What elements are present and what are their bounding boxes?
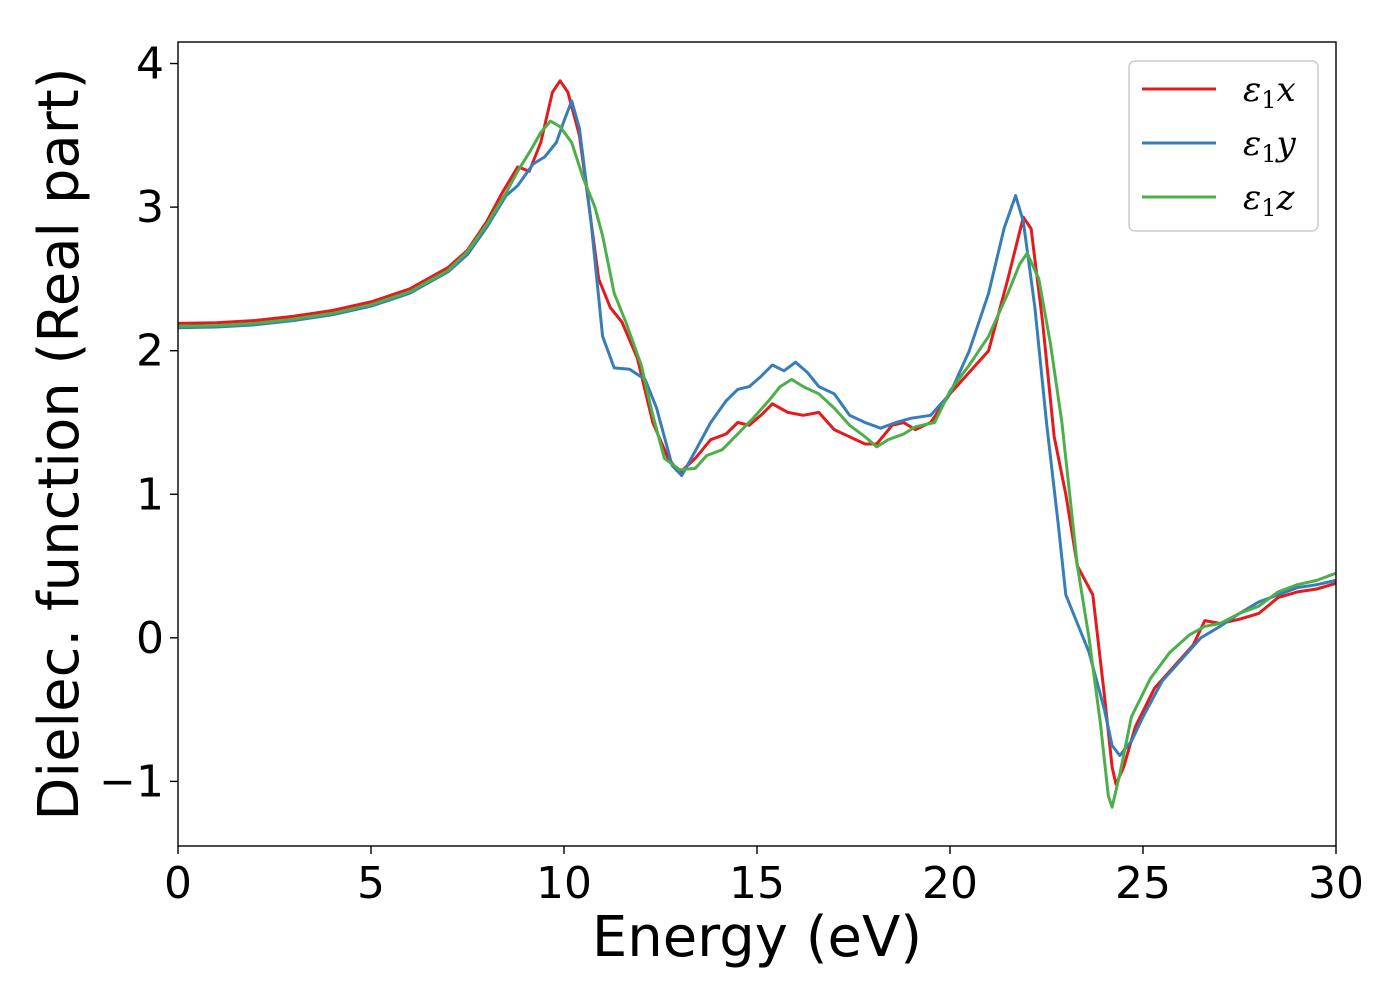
x-tick-label: 20 xyxy=(922,858,978,909)
y-tick-label: 1 xyxy=(136,469,164,520)
x-tick-label: 30 xyxy=(1308,858,1364,909)
x-axis-ticks: 0 5 10 15 20 25 30 xyxy=(164,846,1364,909)
x-tick-label: 15 xyxy=(729,858,785,909)
y-axis-ticks: −1 0 1 2 3 4 xyxy=(99,39,178,807)
y-tick-label: 3 xyxy=(136,182,164,233)
x-tick-label: 0 xyxy=(164,858,192,909)
x-tick-label: 5 xyxy=(357,858,385,909)
legend: ε1x ε1y ε1z xyxy=(1128,60,1319,232)
legend-label: ε1x xyxy=(1243,70,1296,114)
plot-lines xyxy=(177,79,1337,809)
legend-box xyxy=(1128,60,1319,232)
x-tick-label: 25 xyxy=(1115,858,1171,909)
x-tick-label: 10 xyxy=(536,858,592,909)
y-axis-title: Dielec. function (Real part) xyxy=(27,67,92,820)
legend-label: ε1y xyxy=(1243,124,1297,168)
series-line-z xyxy=(177,119,1337,809)
y-tick-label: 4 xyxy=(136,39,164,90)
series-line-x xyxy=(177,79,1337,786)
x-axis-title: Energy (eV) xyxy=(592,905,922,970)
y-tick-label: −1 xyxy=(99,756,164,807)
y-tick-label: 2 xyxy=(136,326,164,377)
y-tick-label: 0 xyxy=(136,613,164,664)
legend-label: ε1z xyxy=(1243,178,1296,222)
